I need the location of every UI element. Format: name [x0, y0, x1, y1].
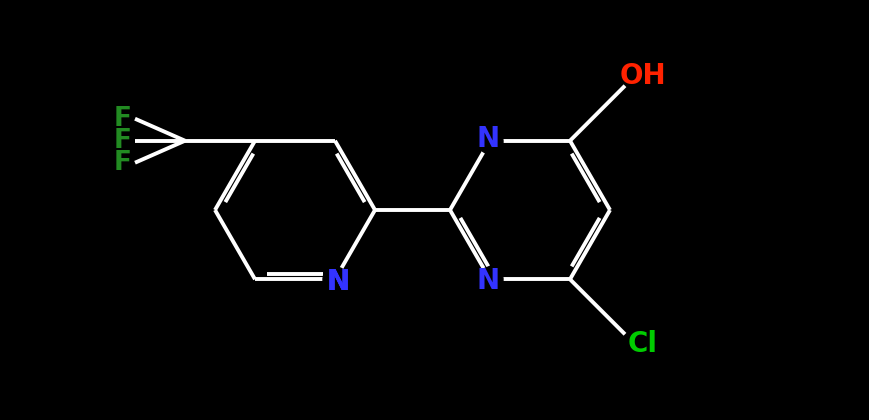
Text: N: N	[326, 268, 349, 296]
Text: Cl: Cl	[627, 330, 657, 358]
Text: N: N	[326, 268, 349, 296]
Text: F: F	[114, 150, 132, 176]
Text: F: F	[114, 106, 132, 132]
Text: N: N	[476, 125, 499, 153]
Text: N: N	[476, 267, 499, 295]
Text: N: N	[326, 268, 349, 296]
Text: OH: OH	[619, 62, 666, 90]
Text: F: F	[114, 128, 132, 154]
